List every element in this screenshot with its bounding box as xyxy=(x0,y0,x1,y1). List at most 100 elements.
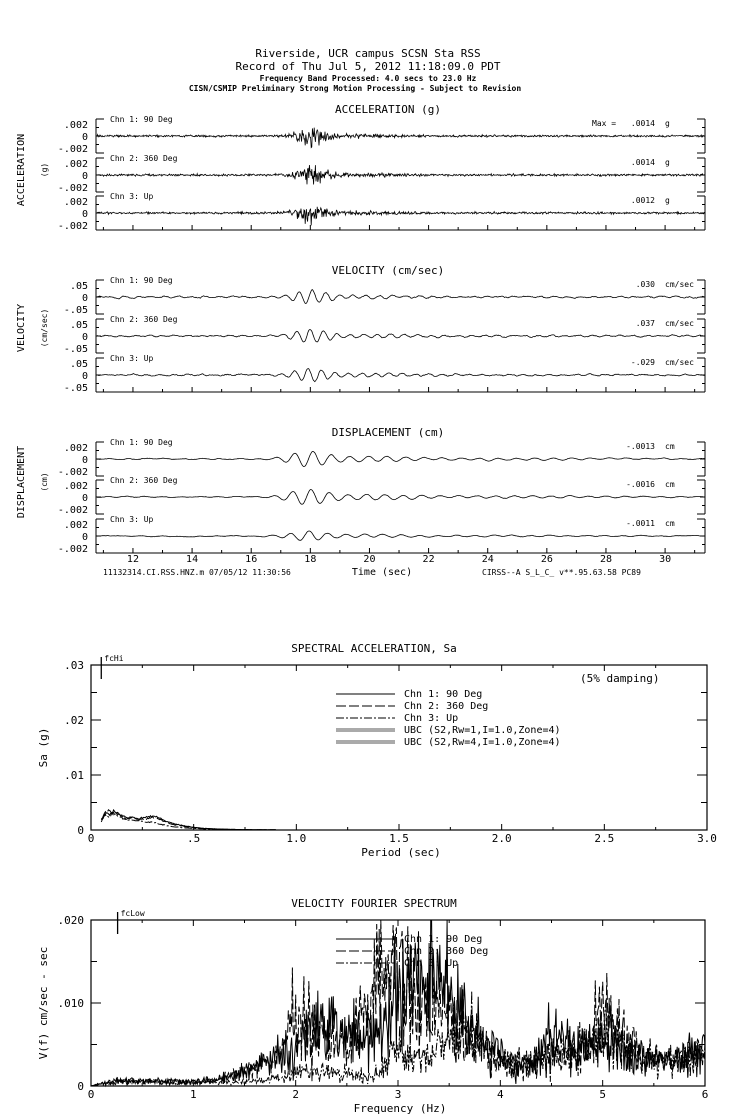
y-tick-top: .05 xyxy=(70,359,88,370)
waveform-line xyxy=(96,530,705,541)
panel-side-label: VELOCITY xyxy=(16,304,27,352)
y-tick-top: .002 xyxy=(64,520,88,531)
y-tick-zero: 0 xyxy=(82,132,88,143)
channel-max-unit: g xyxy=(665,158,670,167)
channel-max-unit: cm/sec xyxy=(665,358,694,367)
footer-record-id: 11132314.CI.RSS.HNZ.m 07/05/12 11:30:56 xyxy=(103,568,291,577)
x-tick-label: .5 xyxy=(187,832,200,845)
y-tick-top: .05 xyxy=(70,320,88,331)
y-tick-top: .002 xyxy=(64,159,88,170)
y-tick-bottom: -.05 xyxy=(64,305,88,316)
channel-name: Chn 1: 90 Deg xyxy=(110,438,173,447)
panel-title: ACCELERATION (g) xyxy=(335,103,441,116)
x-tick-label: 6 xyxy=(702,1088,709,1101)
channel-name: Chn 2: 360 Deg xyxy=(110,476,178,485)
channel-name: Chn 3: Up xyxy=(110,192,154,201)
panel-side-label: ACCELERATION xyxy=(16,134,27,206)
panel-title: DISPLACEMENT (cm) xyxy=(332,426,445,439)
y-tick-bottom: -.002 xyxy=(58,221,88,232)
waveform-line xyxy=(97,450,705,468)
y-tick-bottom: -.002 xyxy=(58,183,88,194)
channel-max-unit: cm/sec xyxy=(665,319,694,328)
legend-entry: UBC (S2,Rw=1,I=1.0,Zone=4) xyxy=(404,725,561,736)
y-tick-zero: 0 xyxy=(82,332,88,343)
series-line xyxy=(90,990,706,1088)
channel-max-value: -.0013 xyxy=(626,442,655,451)
y-tick-top: .002 xyxy=(64,481,88,492)
channel-max-value: -.0011 xyxy=(626,519,655,528)
channel-max-unit: cm/sec xyxy=(665,280,694,289)
panel-unit-label: (cm) xyxy=(40,472,49,491)
channel-name: Chn 1: 90 Deg xyxy=(110,276,173,285)
max-prefix: Max = xyxy=(592,119,616,128)
y-tick-label: .03 xyxy=(64,659,84,672)
time-tick-label: 12 xyxy=(127,554,139,565)
header-line1: Riverside, UCR campus SCSN Sta RSS xyxy=(255,47,480,60)
channel-max-unit: cm xyxy=(665,442,675,451)
panel-unit-label: (g) xyxy=(40,163,49,177)
x-tick-label: 1 xyxy=(190,1088,197,1101)
channel-trace: .050-.05 Chn 3: Up -.029 cm/sec xyxy=(64,354,706,394)
y-tick-label: 0 xyxy=(77,1080,84,1093)
y-tick-zero: 0 xyxy=(82,532,88,543)
time-tick-label: 20 xyxy=(363,554,375,565)
trace-panel-velocity: VELOCITY (cm/sec)VELOCITY (cm/sec).050-.0… xyxy=(16,264,706,394)
y-tick-label: .020 xyxy=(58,914,85,927)
y-tick-zero: 0 xyxy=(82,209,88,220)
x-tick-label: 5 xyxy=(599,1088,606,1101)
time-tick-label: 14 xyxy=(186,554,198,565)
y-tick-label: .02 xyxy=(64,714,84,727)
chart-title: VELOCITY FOURIER SPECTRUM xyxy=(291,897,457,910)
time-tick-label: 22 xyxy=(423,554,435,565)
panel-side-label: DISPLACEMENT xyxy=(16,446,27,518)
channel-name: Chn 2: 360 Deg xyxy=(110,154,178,163)
channel-max-unit: g xyxy=(665,119,670,128)
legend-entry: Chn 3: Up xyxy=(404,713,458,724)
header-line2: Record of Thu Jul 5, 2012 11:18:09.0 PDT xyxy=(236,60,501,73)
y-tick-top: .002 xyxy=(64,443,88,454)
cutoff-marker-label: fcLow xyxy=(121,909,145,918)
channel-max-value: -.029 xyxy=(631,358,655,367)
waveform-line xyxy=(96,329,705,343)
channel-name: Chn 3: Up xyxy=(110,515,154,524)
channel-max-value: -.0016 xyxy=(626,480,655,489)
time-tick-label: 16 xyxy=(245,554,257,565)
x-axis-label: Frequency (Hz) xyxy=(354,1102,447,1115)
x-tick-label: 3 xyxy=(395,1088,402,1101)
panel-unit-label: (cm/sec) xyxy=(40,309,49,348)
header-band: Frequency Band Processed: 4.0 secs to 23… xyxy=(260,74,477,83)
time-tick-label: 28 xyxy=(600,554,612,565)
channel-max-unit: cm xyxy=(665,480,675,489)
x-tick-label: 2 xyxy=(292,1088,299,1101)
channel-max-value: .0012 xyxy=(631,196,655,205)
channel-max-value: .037 xyxy=(636,319,655,328)
channel-max-unit: g xyxy=(665,196,670,205)
y-tick-zero: 0 xyxy=(82,371,88,382)
channel-max-unit: cm xyxy=(665,519,675,528)
channel-max-value: .030 xyxy=(636,280,655,289)
y-tick-zero: 0 xyxy=(82,293,88,304)
y-tick-label: .01 xyxy=(64,769,84,782)
channel-name: Chn 1: 90 Deg xyxy=(110,115,173,124)
y-axis-label: Sa (g) xyxy=(37,728,50,768)
x-tick-label: 3.0 xyxy=(697,832,717,845)
legend-entry: Chn 1: 90 Deg xyxy=(404,689,482,700)
waveform-line xyxy=(96,489,705,505)
header-subtitle: CISN/CSMIP Preliminary Strong Motion Pro… xyxy=(189,83,522,93)
channel-max-value: .0014 xyxy=(631,158,655,167)
plot-frame xyxy=(90,664,708,831)
legend-entry: UBC (S2,Rw=4,I=1.0,Zone=4) xyxy=(404,737,561,748)
series-line xyxy=(100,809,276,831)
series-line xyxy=(90,919,706,1087)
waveform-line xyxy=(96,206,706,226)
header: Riverside, UCR campus SCSN Sta RSS Recor… xyxy=(189,47,522,93)
x-tick-label: 1.5 xyxy=(389,832,409,845)
x-tick-label: 0 xyxy=(88,1088,95,1101)
waveform-line xyxy=(97,368,705,383)
